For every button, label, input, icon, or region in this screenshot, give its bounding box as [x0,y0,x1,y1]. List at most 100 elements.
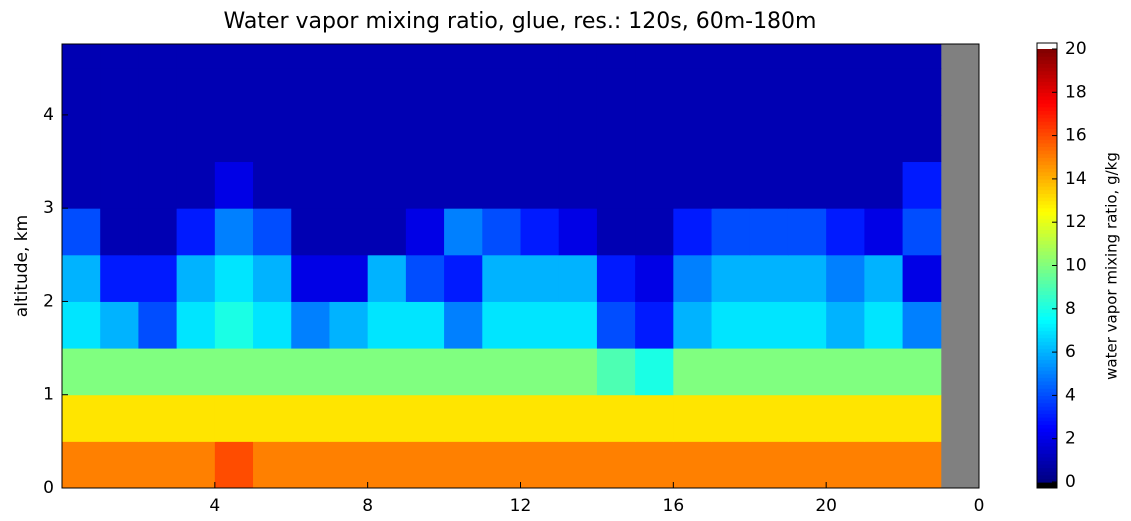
colorbar-segment [1037,366,1057,371]
heatmap-cell [826,208,865,256]
heatmap-cell [329,68,369,116]
heatmap-cell [826,394,865,442]
heatmap-cell [635,301,674,349]
colorbar-segment [1037,474,1057,479]
colorbar-segment [1037,276,1057,281]
heatmap-cell [787,44,827,69]
heatmap-cell [482,114,521,163]
heatmap-cell [138,348,178,396]
heatmap-cell [902,68,942,116]
heatmap-cell [902,208,942,256]
heatmap-cell [444,301,483,349]
heatmap-cell [329,161,369,209]
colorbar-segment [1037,214,1057,220]
colorbar-segment [1037,384,1057,389]
heatmap-cell [673,208,713,256]
heatmap-cell [558,348,598,396]
heatmap-cell [520,394,560,442]
heatmap-cell [749,208,789,256]
heatmap-cell [711,348,751,396]
heatmap-cell [787,161,827,209]
x-tick-label: 4 [209,496,220,516]
heatmap-cell [711,394,751,442]
colorbar-segment [1037,388,1057,393]
colorbar-segment [1037,272,1057,277]
colorbar-segment [1037,225,1057,231]
heatmap-cell [520,208,560,256]
colorbar-segment [1037,283,1057,288]
colorbar-segment [1037,330,1057,335]
heatmap-cell [214,394,254,442]
heatmap-cell [711,68,751,116]
heatmap-cell [253,208,292,256]
colorbar-segment [1037,70,1057,75]
colorbar-segment [1037,442,1057,447]
heatmap-cell [291,208,330,256]
heatmap-cell [367,114,407,163]
heatmap-cell [138,68,178,116]
heatmap-cell [673,441,713,489]
heatmap-cell [787,394,827,442]
heatmap-cell [405,348,445,396]
colorbar-segment [1037,359,1057,364]
heatmap-cell [673,68,713,116]
heatmap-cell [520,44,560,69]
colorbar-segment [1037,106,1057,111]
colorbar-segment [1037,49,1057,54]
heatmap-cell [100,68,139,116]
heatmap-cell [138,208,178,256]
colorbar-segment [1037,135,1057,140]
heatmap-cell [176,254,216,302]
colorbar-segment [1037,431,1057,436]
heatmap-cell [62,208,101,256]
heatmap-cell [749,44,789,69]
heatmap-cell [826,114,865,163]
heatmap-cell [864,348,904,396]
heatmap-cell [405,161,445,209]
heatmap-cell [826,441,865,489]
heatmap-cell [673,114,713,163]
heatmap-cell [100,348,139,396]
heatmap-cell [444,114,483,163]
heatmap-cell [520,254,560,302]
colorbar-segment [1037,236,1057,241]
colorbar-segment [1037,344,1057,350]
heatmap-cell [673,44,713,69]
colorbar-segment [1037,247,1057,252]
heatmap-cell [749,161,789,209]
heatmap-cell [749,114,789,163]
colorbar-segment [1037,312,1057,317]
heatmap-cell [138,161,178,209]
colorbar-segment [1037,258,1057,263]
heatmap-cell [673,161,713,209]
colorbar-segment [1037,222,1057,227]
heatmap-cell [253,394,292,442]
colorbar-segment [1037,171,1057,176]
heatmap-cell [749,68,789,116]
heatmap-cell [787,348,827,396]
heatmap-cell [291,301,330,349]
heatmap-cell [444,394,483,442]
heatmap-cell [520,114,560,163]
heatmap-cell [367,394,407,442]
colorbar-segment [1037,204,1057,209]
heatmap-cell [405,254,445,302]
heatmap-cell [291,394,330,442]
colorbar-extension-low [1037,482,1057,488]
colorbar-segment [1037,265,1057,270]
heatmap-cell [444,254,483,302]
heatmap-cell [214,114,254,163]
heatmap-cell [176,44,216,69]
heatmap-cell [749,301,789,349]
heatmap-cell [482,44,521,69]
colorbar-segment [1037,164,1057,169]
heatmap-cell [367,441,407,489]
heatmap-cell [405,68,445,116]
heatmap-cell [62,254,101,302]
colorbar-segment [1037,193,1057,198]
heatmap-cell [864,68,904,116]
colorbar-segment [1037,391,1057,396]
heatmap-cell [367,44,407,69]
heatmap-cell [596,161,636,209]
colorbar-segment [1037,290,1057,295]
